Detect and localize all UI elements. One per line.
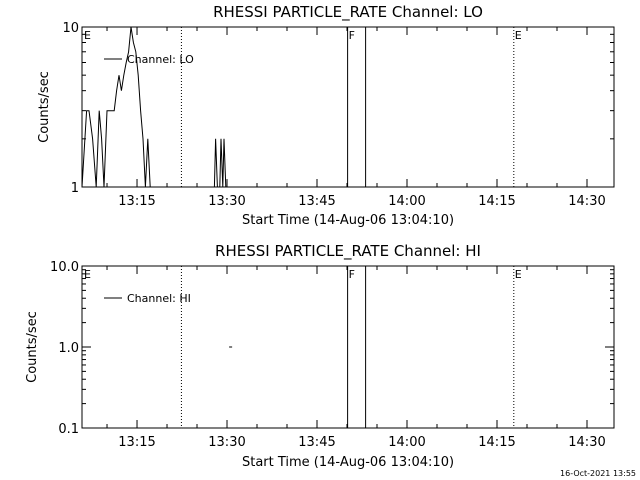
- event-marker-label: F: [349, 29, 355, 42]
- timestamp: 16-Oct-2021 13:55: [560, 469, 636, 478]
- plot-frame: [81, 265, 615, 429]
- chart-title: RHESSI PARTICLE_RATE Channel: HI: [215, 242, 481, 261]
- chart-title: RHESSI PARTICLE_RATE Channel: LO: [213, 3, 483, 22]
- y-tick-label: 10.0: [50, 260, 79, 275]
- event-marker-label: E: [515, 29, 522, 42]
- event-marker-label: E: [515, 268, 522, 281]
- x-tick-label: 14:00: [388, 194, 425, 209]
- x-axis-label: Start Time (14-Aug-06 13:04:10): [242, 455, 454, 470]
- chart-panel-hi: RHESSI PARTICLE_RATE Channel: HI E F E 13:1…: [25, 242, 615, 470]
- x-tick-label: 13:30: [208, 194, 245, 209]
- series-line-lo: [81, 26, 227, 188]
- event-marker-label: E: [84, 268, 91, 281]
- x-tick-label: 14:15: [478, 435, 515, 450]
- x-tick-label: 14:30: [568, 435, 605, 450]
- x-tick-label: 13:45: [298, 435, 335, 450]
- x-tick-label: 14:00: [388, 435, 425, 450]
- x-tick-label: 13:15: [118, 194, 155, 209]
- x-tick-label: 13:15: [118, 435, 155, 450]
- legend-label: Channel: HI: [127, 292, 191, 305]
- x-axis-label: Start Time (14-Aug-06 13:04:10): [242, 213, 454, 228]
- event-marker-label: F: [349, 268, 355, 281]
- event-marker-label: E: [84, 29, 91, 42]
- y-axis-label: Counts/sec: [37, 71, 52, 143]
- y-axis-label: Counts/sec: [25, 311, 40, 383]
- x-tick-label: 14:30: [568, 194, 605, 209]
- y-tick-label: 10: [62, 21, 79, 36]
- chart-panel-lo: RHESSI PARTICLE_RATE Channel: LO E F E 13:1…: [37, 3, 615, 228]
- x-tick-label: 14:15: [478, 194, 515, 209]
- plot-frame: [81, 26, 615, 188]
- x-tick-label: 13:30: [208, 435, 245, 450]
- legend-label: Channel: LO: [127, 53, 194, 66]
- y-tick-label: 1: [71, 181, 79, 196]
- y-tick-label: 1.0: [58, 341, 79, 356]
- x-tick-label: 13:45: [298, 194, 335, 209]
- y-tick-label: 0.1: [58, 422, 79, 437]
